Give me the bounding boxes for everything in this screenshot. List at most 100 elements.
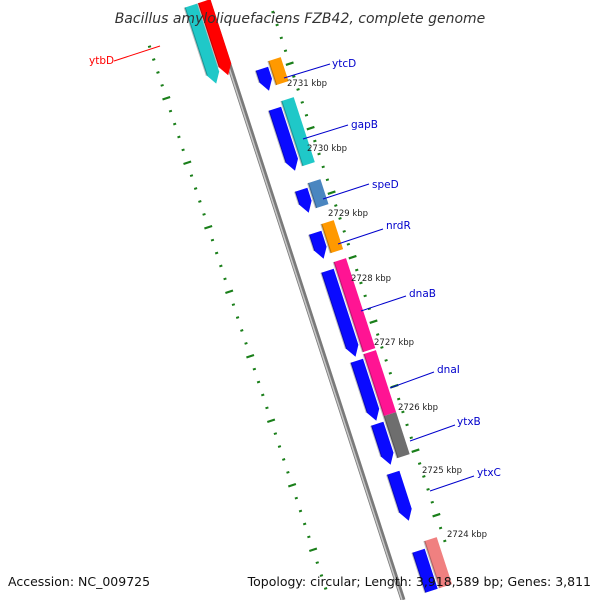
scale-tick [300,100,304,104]
feature-cyan-top[interactable] [184,3,220,84]
scale-tick [432,512,441,518]
scale-tick [384,358,388,362]
scale-tick [283,49,288,53]
scale-tick [396,397,401,401]
gene-label-dnaB[interactable]: dnaB [409,288,436,300]
scale-tick [277,445,282,448]
feature-blue-2[interactable] [268,106,298,171]
gene-label-ytbD[interactable]: ytbD [89,55,114,67]
outer-scale-ticks [271,10,447,543]
leader-line-speD [322,183,370,200]
feature-gray-7[interactable] [383,412,410,459]
scale-tick [359,281,363,285]
kbp-scale-labels: 2731 kbp 2730 kbp 2729 kbp 2728 kbp 2727… [287,79,487,540]
feature-magenta-5[interactable] [333,258,376,353]
feature-orange-4-shade [320,223,332,254]
gene-label-speD[interactable]: speD [372,179,399,191]
feature-blue-3-shade [294,191,301,206]
feature-blue-6-shade [349,362,368,414]
scale-tick [287,482,297,488]
scale-tick [306,125,315,131]
scale-tick [252,367,257,371]
kbp-label-2729: 2729 kbp [328,209,368,219]
leader-line-ytxB [409,424,456,442]
scale-tick [219,264,223,268]
scale-tick [334,204,338,207]
scale-tick [162,95,171,101]
scale-tick [369,319,378,324]
feature-blue-5[interactable] [321,268,359,357]
scale-tick [409,436,413,440]
feature-blue-5-shade [320,272,347,350]
scale-tick [198,200,202,203]
feature-orange-1-shade [267,60,278,86]
feature-blue-4[interactable] [309,230,327,259]
feature-red-top-shade [197,2,220,68]
scale-tick [438,526,443,530]
scale-tick [265,406,269,410]
feature-blue-8[interactable] [387,470,412,521]
scale-tick [411,448,420,453]
feature-blue-7[interactable] [371,421,394,465]
scale-tick [348,254,357,260]
leader-line-dnaB [360,295,407,312]
scale-tick [231,303,236,307]
scale-tick [294,496,299,500]
feature-red-top[interactable] [198,0,232,76]
feature-blue-1-shade [254,70,261,84]
scale-tick [417,462,422,465]
inner-scale-ticks [147,45,328,590]
scale-tick [292,75,296,78]
scale-tick [281,458,286,461]
feature-blue-1[interactable] [255,66,272,91]
feature-blue-6[interactable] [350,358,380,421]
feature-blue-4-shade [308,234,316,252]
leader-line-gapB [302,124,349,140]
feature-cyan-2[interactable] [281,97,315,167]
scale-tick [304,113,309,117]
gene-label-gapB[interactable]: gapB [351,119,378,131]
scale-tick [160,83,164,87]
feature-magenta-5-shade [332,261,364,353]
scale-tick [256,380,261,384]
kbp-label-2730: 2730 kbp [307,144,347,154]
gene-label-nrdR[interactable]: nrdR [386,220,411,232]
scale-tick [338,217,342,220]
feature-blue-8-shade [386,474,401,514]
feature-pink-9-shade [423,540,441,589]
feature-orange-4[interactable] [321,220,344,254]
gene-features [183,0,452,594]
gene-label-ytxB[interactable]: ytxB [457,416,481,428]
scale-tick [210,238,215,242]
feature-magenta-6[interactable] [363,350,397,417]
gene-labels: ytbD ytcD gapB speD nrdR dnaB dnaI ytxB … [89,45,501,492]
gene-label-ytxC[interactable]: ytxC [477,467,501,479]
scale-tick [214,251,219,255]
leader-line-dnaI [389,371,435,389]
scale-tick [193,187,198,190]
gene-label-ytcD[interactable]: ytcD [332,58,356,70]
scale-tick [266,418,276,424]
scale-tick [307,535,311,539]
scale-tick [181,148,185,152]
kbp-label-2724: 2724 kbp [447,530,487,540]
genome-backbone [205,0,406,600]
feature-orange-1[interactable] [268,57,289,86]
scale-tick [375,333,380,336]
kbp-label-2731: 2731 kbp [287,79,327,89]
scale-tick [172,122,177,126]
leader-line-ytcD [283,63,331,79]
feature-blue-3[interactable] [295,187,312,213]
scale-tick [302,522,307,526]
scale-tick [321,165,325,169]
scale-tick [298,509,303,513]
scale-tick [405,423,409,427]
gene-label-dnaI[interactable]: dnaI [437,364,460,376]
feature-steel-3[interactable] [308,179,329,209]
feature-pink-9[interactable] [424,537,452,589]
scale-tick [271,10,275,14]
scale-tick [317,152,321,156]
scale-tick [296,88,300,91]
feature-cyan-2-shade [280,100,304,167]
feature-blue-9[interactable] [412,548,438,593]
